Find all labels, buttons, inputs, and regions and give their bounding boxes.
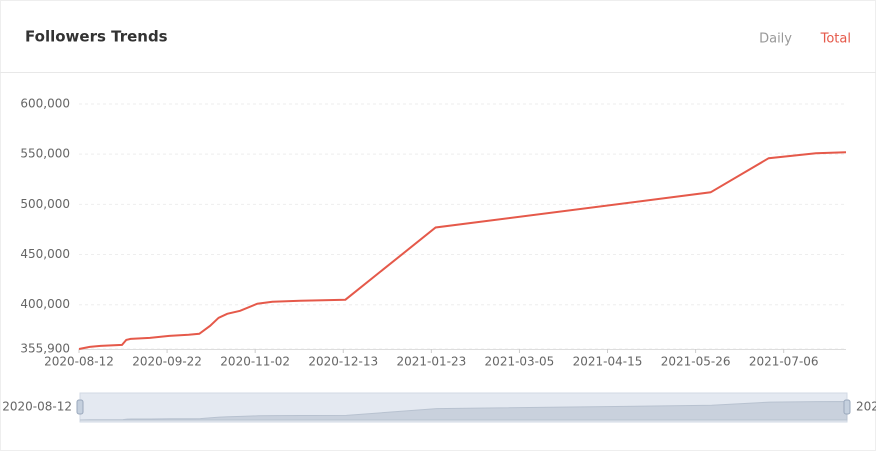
y-tick-label: 400,000 (20, 297, 70, 311)
x-tick-label: 2020-09-22 (132, 355, 202, 369)
x-tick-label: 2020-12-13 (308, 355, 378, 369)
x-tick-label: 2020-11-02 (220, 355, 290, 369)
tab[interactable]: Total (820, 32, 851, 47)
slider-handle[interactable] (76, 399, 84, 415)
x-tick-label: 2021-03-05 (485, 355, 555, 369)
x-tick-label: 2021-07-06 (749, 355, 819, 369)
x-tick-label: 2021-05-26 (661, 355, 731, 369)
y-tick-label: 500,000 (20, 197, 70, 211)
line-series (78, 151, 847, 350)
y-tick-label: 355,900 (20, 342, 70, 356)
tab[interactable]: Daily (759, 32, 792, 47)
x-tick-label: 2021-01-23 (396, 355, 466, 369)
x-tick-label: 2020-08-12 (44, 355, 114, 369)
slider-start-label: 2020-08-12 (2, 400, 72, 414)
slider-handle[interactable] (843, 399, 851, 415)
slider-area (79, 400, 848, 421)
slider-end-label: 2021-08-04 (856, 400, 876, 414)
card-title: Followers Trends (25, 28, 168, 46)
y-tick-label: 550,000 (20, 147, 70, 161)
x-tick-label: 2021-04-15 (573, 355, 643, 369)
y-tick-label: 450,000 (20, 247, 70, 261)
y-tick-label: 600,000 (20, 97, 70, 111)
